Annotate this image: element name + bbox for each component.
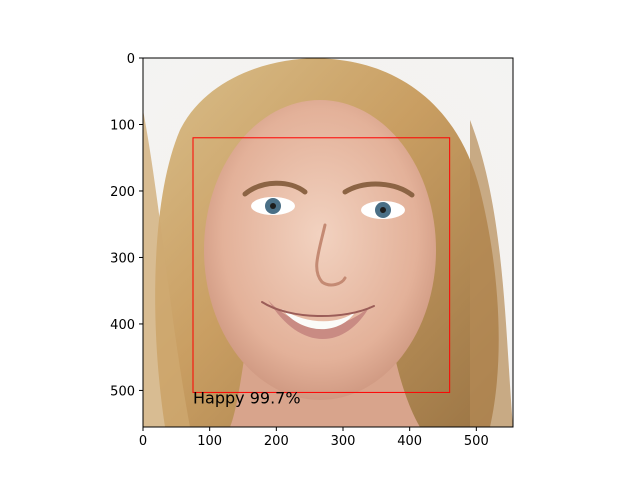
y-tick-label: 200	[110, 185, 135, 200]
left-pupil	[270, 203, 276, 209]
annotation-overlay: Happy 99.7%	[192, 137, 451, 408]
x-tick-label: 0	[139, 434, 147, 449]
hair-right-strand	[470, 120, 513, 427]
axes-frame	[142, 57, 514, 428]
y-tick-label: 0	[127, 52, 135, 67]
y-tick-label: 100	[110, 118, 135, 133]
lips	[268, 300, 370, 340]
smile-line	[261, 301, 375, 318]
teeth	[282, 309, 356, 330]
y-tick-label: 500	[110, 384, 135, 399]
nose	[315, 223, 347, 287]
x-tick-label: 100	[197, 434, 222, 449]
axis-ticks: 0 100 200 300 400 500 0 100 200 300 400 500	[110, 52, 489, 449]
x-tick-label: 400	[397, 434, 422, 449]
y-tick-label: 300	[110, 251, 135, 266]
x-tick-label: 200	[264, 434, 289, 449]
y-tick-label: 400	[110, 318, 135, 333]
x-tick-label: 500	[464, 434, 489, 449]
right-pupil	[380, 207, 386, 213]
left-eyebrow	[242, 180, 308, 197]
portrait-photo	[143, 58, 513, 427]
face-bounding-box	[192, 137, 451, 393]
right-eyebrow	[342, 181, 415, 198]
hair-left-strand	[143, 110, 190, 427]
emotion-label: Happy 99.7%	[193, 389, 301, 408]
axes: 0 100 200 300 400 500 0 100 200 300 400 500 Happy 9…	[110, 52, 514, 449]
x-tick-label: 300	[331, 434, 356, 449]
